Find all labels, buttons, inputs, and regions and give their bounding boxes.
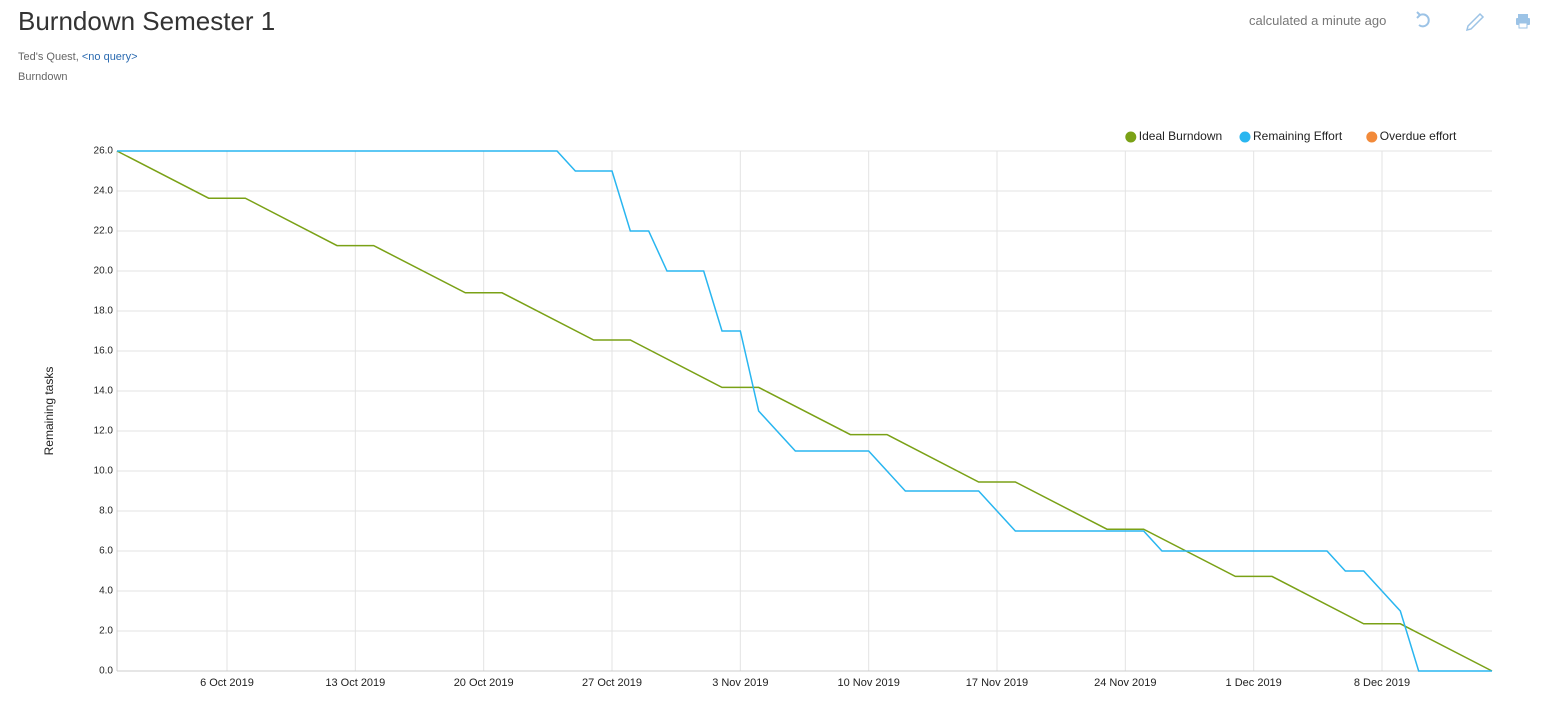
- refresh-icon[interactable]: [1416, 11, 1430, 28]
- y-tick-label: 18.0: [94, 306, 114, 317]
- x-tick-label: 20 Oct 2019: [454, 677, 514, 689]
- page-title: Burndown Semester 1: [18, 6, 276, 36]
- edit-icon[interactable]: [1465, 12, 1485, 32]
- x-tick-label: 1 Dec 2019: [1226, 677, 1282, 689]
- y-tick-label: 22.0: [94, 226, 114, 237]
- x-tick-label: 27 Oct 2019: [582, 677, 642, 689]
- x-tick-label: 13 Oct 2019: [325, 677, 385, 689]
- series-line: [116, 150, 1493, 672]
- y-tick-label: 8.0: [99, 506, 113, 517]
- legend-label: Overdue effort: [1380, 129, 1457, 143]
- legend-label: Ideal Burndown: [1139, 129, 1222, 143]
- y-tick-label: 12.0: [94, 426, 114, 437]
- legend-label: Remaining Effort: [1253, 129, 1343, 143]
- y-tick-label: 10.0: [94, 466, 114, 477]
- y-axis-label: Remaining tasks: [42, 367, 56, 456]
- query-link[interactable]: <no query>: [81, 51, 138, 63]
- x-tick-label: 6 Oct 2019: [200, 677, 254, 689]
- x-tick-label: 8 Dec 2019: [1354, 677, 1410, 689]
- toolbar: [1416, 11, 1530, 32]
- legend-marker: [1366, 131, 1378, 143]
- y-tick-label: 4.0: [99, 586, 113, 597]
- y-tick-label: 26.0: [94, 146, 114, 157]
- y-tick-label: 2.0: [99, 626, 113, 637]
- chart: Remaining tasks 0.0 2.0 4.0 6.0 8.0 10.0 12.0 1…: [42, 129, 1493, 689]
- series-line: [117, 150, 1492, 672]
- legend-marker: [1125, 131, 1137, 143]
- legend-marker: [1239, 131, 1251, 143]
- print-icon[interactable]: [1516, 14, 1530, 29]
- subtitle: Ted's Quest, <no query>: [18, 51, 138, 63]
- x-tick-label: 10 Nov 2019: [837, 677, 899, 689]
- x-tick-label: 17 Nov 2019: [966, 677, 1028, 689]
- x-tick-label: 3 Nov 2019: [712, 677, 768, 689]
- project: Ted's Quest,: [18, 51, 79, 63]
- status: calculated a minute ago: [1249, 13, 1387, 28]
- y-tick-label: 20.0: [94, 266, 114, 277]
- y-tick-label: 6.0: [99, 546, 113, 557]
- y-tick-label: 16.0: [94, 346, 114, 357]
- y-tick-label: 24.0: [94, 186, 114, 197]
- report-kind: Burndown: [18, 71, 68, 83]
- y-tick-label: 0.0: [99, 666, 113, 677]
- x-tick-label: 24 Nov 2019: [1094, 677, 1156, 689]
- y-tick-label: 14.0: [94, 386, 114, 397]
